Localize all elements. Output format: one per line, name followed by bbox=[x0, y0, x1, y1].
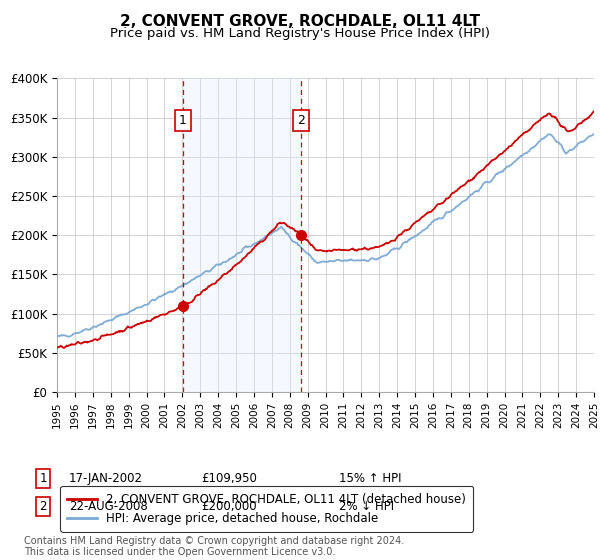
Text: 2% ↓ HPI: 2% ↓ HPI bbox=[339, 500, 394, 514]
Legend: 2, CONVENT GROVE, ROCHDALE, OL11 4LT (detached house), HPI: Average price, detac: 2, CONVENT GROVE, ROCHDALE, OL11 4LT (de… bbox=[60, 486, 473, 532]
Text: 17-JAN-2002: 17-JAN-2002 bbox=[69, 472, 143, 486]
Text: Contains HM Land Registry data © Crown copyright and database right 2024.
This d: Contains HM Land Registry data © Crown c… bbox=[24, 535, 404, 557]
Text: 2: 2 bbox=[40, 500, 47, 514]
Text: 2, CONVENT GROVE, ROCHDALE, OL11 4LT: 2, CONVENT GROVE, ROCHDALE, OL11 4LT bbox=[120, 14, 480, 29]
Text: 22-AUG-2008: 22-AUG-2008 bbox=[69, 500, 148, 514]
Text: 15% ↑ HPI: 15% ↑ HPI bbox=[339, 472, 401, 486]
Text: 2: 2 bbox=[297, 114, 305, 127]
Text: Price paid vs. HM Land Registry's House Price Index (HPI): Price paid vs. HM Land Registry's House … bbox=[110, 27, 490, 40]
Text: 1: 1 bbox=[40, 472, 47, 486]
Text: 1: 1 bbox=[179, 114, 187, 127]
Text: £109,950: £109,950 bbox=[201, 472, 257, 486]
Text: £200,000: £200,000 bbox=[201, 500, 257, 514]
Bar bbox=[183, 78, 301, 392]
